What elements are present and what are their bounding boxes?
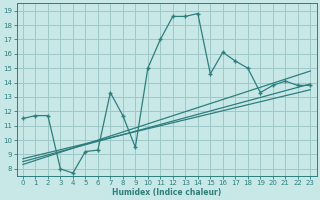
- X-axis label: Humidex (Indice chaleur): Humidex (Indice chaleur): [112, 188, 221, 197]
